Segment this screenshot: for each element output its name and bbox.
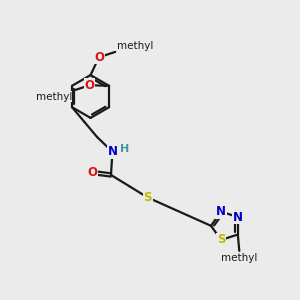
Text: N: N bbox=[107, 145, 117, 158]
Text: S: S bbox=[144, 191, 152, 204]
Text: methyl: methyl bbox=[117, 41, 153, 51]
Text: O: O bbox=[94, 51, 104, 64]
Text: methyl: methyl bbox=[36, 92, 72, 102]
Text: N: N bbox=[216, 205, 226, 218]
Text: H: H bbox=[120, 144, 130, 154]
Text: O: O bbox=[88, 166, 98, 179]
Text: N: N bbox=[233, 211, 243, 224]
Text: methyl: methyl bbox=[221, 253, 257, 263]
Text: O: O bbox=[85, 79, 95, 92]
Text: S: S bbox=[217, 233, 225, 246]
